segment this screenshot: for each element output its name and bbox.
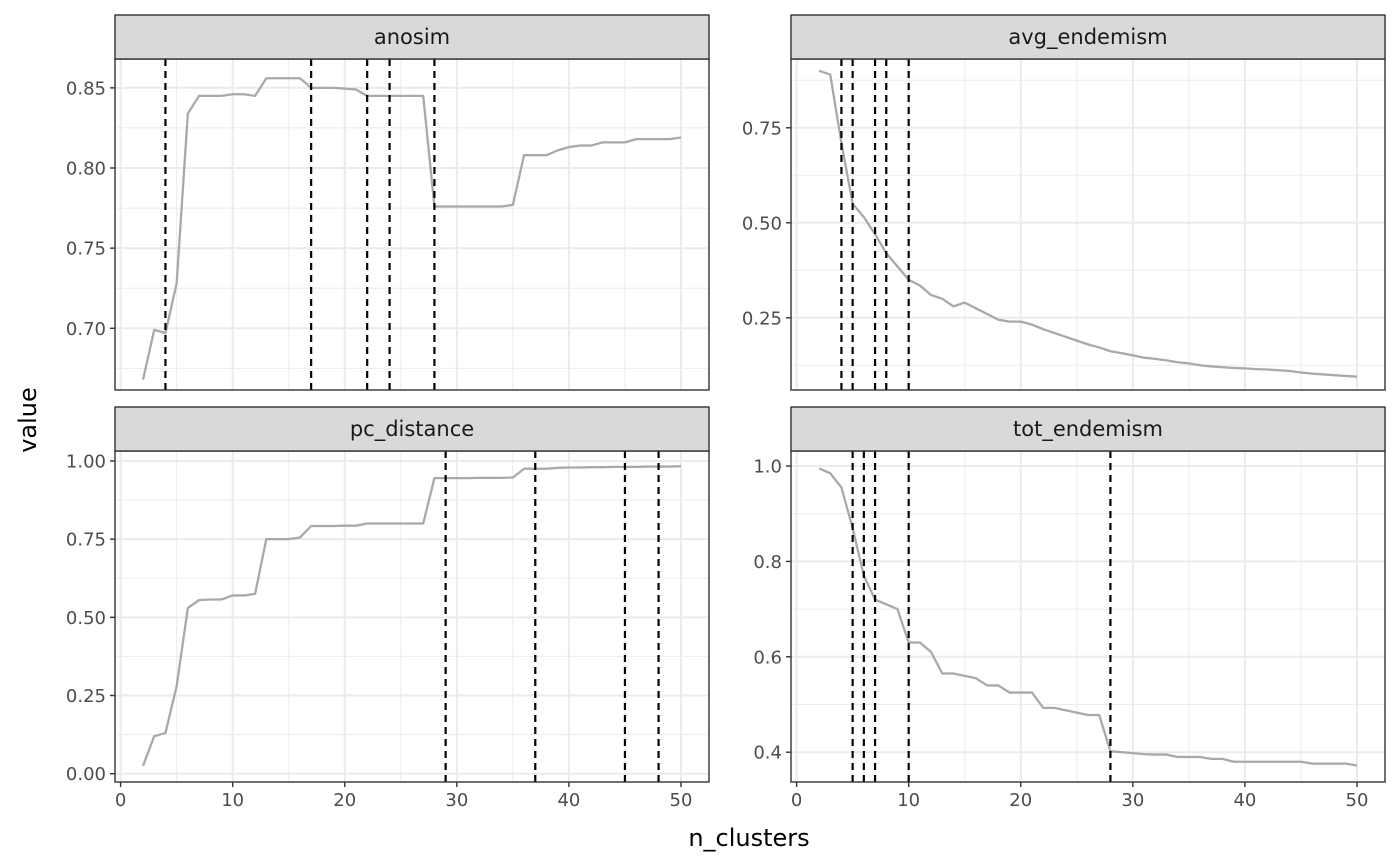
y-tick-label: 0.25 (742, 308, 782, 329)
x-tick-label: 50 (670, 790, 693, 811)
y-tick-label: 1.00 (66, 451, 106, 472)
panel-background (791, 59, 1385, 390)
x-tick-label: 30 (1121, 790, 1144, 811)
strip-label: tot_endemism (1013, 417, 1163, 442)
y-tick-label: 1.0 (753, 457, 782, 478)
facet-panels: anosim0.700.750.800.85avg_endemism0.250.… (66, 14, 1386, 811)
y-tick-label: 0.4 (753, 743, 782, 764)
x-tick-label: 40 (1233, 790, 1256, 811)
y-tick-label: 0.70 (66, 319, 106, 340)
x-tick-label: 10 (221, 790, 244, 811)
strip-pc_distance (114, 406, 710, 452)
panel-background (115, 59, 709, 390)
panel-background (791, 451, 1385, 782)
y-tick-label: 0.75 (66, 530, 106, 551)
y-tick-label: 0.25 (66, 686, 106, 707)
x-tick-label: 20 (333, 790, 356, 811)
series-line-tot_endemism (818, 467, 1358, 767)
y-tick-label: 0.6 (753, 647, 782, 668)
x-tick-label: 50 (1346, 790, 1369, 811)
facet-panel-anosim: anosim 0.70 0.75 0.80 0.85 (66, 14, 710, 391)
y-tick-label: 0.75 (742, 118, 782, 139)
facet-panel-pc_distance: pc_distance 0.00 0.25 0.50 0.75 1.00 0 10 20 30 40… (66, 406, 710, 811)
y-tick-label: 0.50 (742, 213, 782, 234)
y-tick-label: 0.85 (66, 78, 106, 99)
y-tick-label: 0.8 (753, 552, 782, 573)
facet-panel-tot_endemism: tot_endemism 0.4 0.6 0.8 1.0 0 10 20 30 40 50 (753, 406, 1386, 811)
strip-label: pc_distance (350, 417, 474, 442)
strip-tot_endemism (790, 406, 1386, 452)
strip-avg_endemism (790, 14, 1386, 60)
y-tick-label: 0.00 (66, 764, 106, 785)
series-line-anosim (141, 77, 682, 380)
x-tick-label: 40 (557, 790, 580, 811)
strip-label: anosim (374, 25, 450, 49)
x-tick-label: 30 (445, 790, 468, 811)
facet-panel-avg_endemism: avg_endemism 0.25 0.50 0.75 (742, 14, 1386, 391)
x-axis-title: n_clusters (688, 824, 809, 852)
x-tick-label: 20 (1009, 790, 1032, 811)
strip-anosim (114, 14, 710, 60)
strip-label: avg_endemism (1008, 25, 1167, 50)
x-tick-label: 0 (791, 790, 802, 811)
y-tick-label: 0.75 (66, 239, 106, 260)
y-tick-label: 0.80 (66, 158, 106, 179)
y-axis-title: value (14, 387, 42, 453)
x-tick-label: 0 (115, 790, 126, 811)
x-tick-label: 10 (897, 790, 920, 811)
y-tick-label: 0.50 (66, 608, 106, 629)
series-line-pc_distance (141, 465, 682, 767)
